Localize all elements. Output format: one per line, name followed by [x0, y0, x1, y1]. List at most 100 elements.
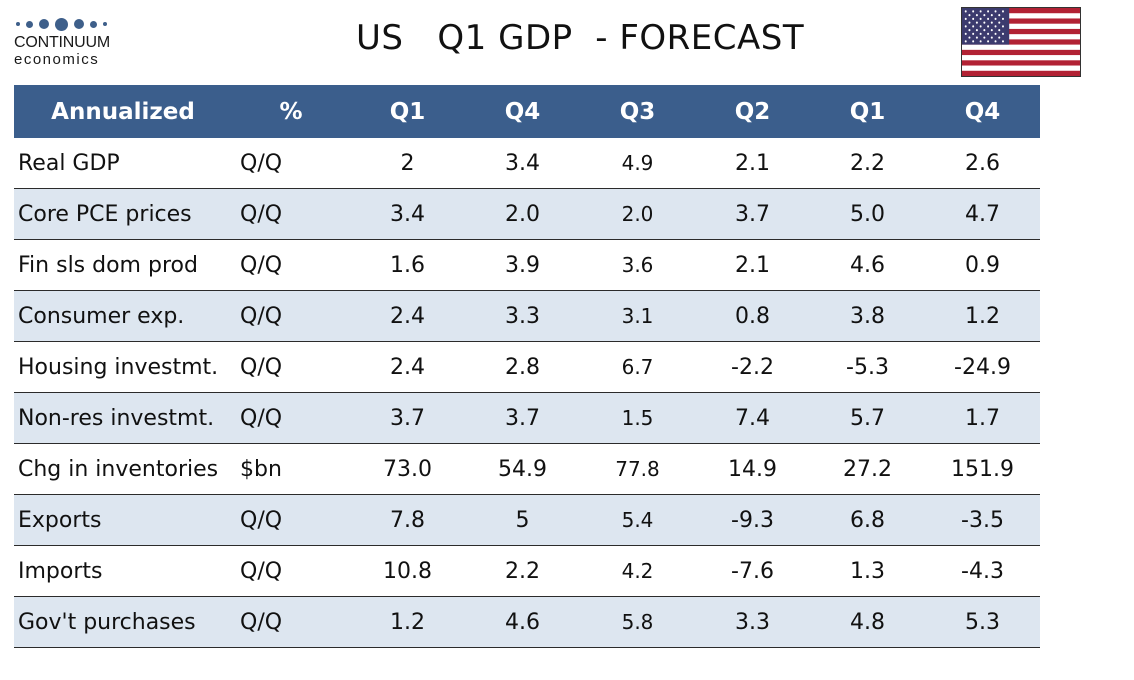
row-label: Consumer exp. [14, 290, 232, 342]
column-header: Q1 [810, 85, 925, 138]
value-cell: 1.3 [810, 545, 925, 597]
value-cell: 0.9 [925, 239, 1040, 291]
value-cell: 5.0 [810, 188, 925, 240]
value-cell: 1.6 [350, 239, 465, 291]
column-header: Q2 [695, 85, 810, 138]
value-cell: 2.2 [465, 545, 580, 597]
value-cell: 2.4 [350, 341, 465, 393]
value-cell: 2.1 [695, 239, 810, 291]
table-row: Gov't purchases Q/Q 1.2 4.6 5.8 3.3 4.8 5.3 [14, 596, 1040, 648]
continuum-economics-logo: CONTINUUM economics [14, 16, 144, 76]
value-cell: 6.8 [810, 494, 925, 546]
value-cell: 1.2 [925, 290, 1040, 342]
row-label: Exports [14, 494, 232, 546]
value-cell: 3.7 [695, 188, 810, 240]
value-cell: 3.3 [695, 596, 810, 648]
row-label: Real GDP [14, 138, 232, 189]
value-cell: -9.3 [695, 494, 810, 546]
table-header-row: Annualized % Q1 Q4 Q3 Q2 Q1 Q4 [14, 85, 1040, 138]
table-row: Consumer exp. Q/Q 2.4 3.3 3.1 0.8 3.8 1.2 [14, 290, 1040, 342]
value-cell: 4.9 [580, 138, 695, 189]
value-cell: -4.3 [925, 545, 1040, 597]
column-header: Q1 [350, 85, 465, 138]
row-unit: $bn [232, 443, 350, 495]
value-cell: 1.2 [350, 596, 465, 648]
row-label: Fin sls dom prod [14, 239, 232, 291]
column-header: % [232, 85, 350, 138]
value-cell: 1.5 [580, 392, 695, 444]
row-unit: Q/Q [232, 545, 350, 597]
value-cell: 1.7 [925, 392, 1040, 444]
column-header: Q4 [925, 85, 1040, 138]
value-cell: 3.1 [580, 290, 695, 342]
column-header: Q3 [580, 85, 695, 138]
value-cell: 4.7 [925, 188, 1040, 240]
row-unit: Q/Q [232, 392, 350, 444]
value-cell: 54.9 [465, 443, 580, 495]
value-cell: 7.4 [695, 392, 810, 444]
value-cell: 3.9 [465, 239, 580, 291]
value-cell: 5.3 [925, 596, 1040, 648]
row-label: Non-res investmt. [14, 392, 232, 444]
row-unit: Q/Q [232, 341, 350, 393]
value-cell: 2.6 [925, 138, 1040, 189]
table-row: Housing investmt. Q/Q 2.4 2.8 6.7 -2.2 -5.3 -24… [14, 341, 1040, 393]
value-cell: 3.4 [465, 138, 580, 189]
logo-subtitle: economics [14, 51, 100, 68]
value-cell: 0.8 [695, 290, 810, 342]
column-header: Q4 [465, 85, 580, 138]
value-cell: 151.9 [925, 443, 1040, 495]
value-cell: -2.2 [695, 341, 810, 393]
value-cell: 5.4 [580, 494, 695, 546]
value-cell: 4.6 [465, 596, 580, 648]
value-cell: 3.3 [465, 290, 580, 342]
value-cell: -5.3 [810, 341, 925, 393]
table-row: Imports Q/Q 10.8 2.2 4.2 -7.6 1.3 -4.3 [14, 545, 1040, 597]
row-unit: Q/Q [232, 239, 350, 291]
row-label: Housing investmt. [14, 341, 232, 393]
row-unit: Q/Q [232, 188, 350, 240]
row-label: Gov't purchases [14, 596, 232, 648]
value-cell: 7.8 [350, 494, 465, 546]
row-unit: Q/Q [232, 138, 350, 189]
value-cell: 14.9 [695, 443, 810, 495]
value-cell: 27.2 [810, 443, 925, 495]
value-cell: 5.8 [580, 596, 695, 648]
value-cell: 2.4 [350, 290, 465, 342]
row-label: Chg in inventories [14, 443, 232, 495]
value-cell: 3.7 [350, 392, 465, 444]
value-cell: 3.8 [810, 290, 925, 342]
value-cell: -3.5 [925, 494, 1040, 546]
table-row: Exports Q/Q 7.8 5 5.4 -9.3 6.8 -3.5 [14, 494, 1040, 546]
row-unit: Q/Q [232, 290, 350, 342]
value-cell: 2 [350, 138, 465, 189]
value-cell: -24.9 [925, 341, 1040, 393]
value-cell: 5 [465, 494, 580, 546]
table-row: Real GDP Q/Q 2 3.4 4.9 2.1 2.2 2.6 [14, 138, 1040, 189]
table-row: Non-res investmt. Q/Q 3.7 3.7 1.5 7.4 5.7 1.7 [14, 392, 1040, 444]
row-label: Imports [14, 545, 232, 597]
value-cell: 4.2 [580, 545, 695, 597]
value-cell: 5.7 [810, 392, 925, 444]
row-label: Core PCE prices [14, 188, 232, 240]
value-cell: -7.6 [695, 545, 810, 597]
us-flag-icon [961, 7, 1081, 77]
value-cell: 2.0 [580, 188, 695, 240]
value-cell: 2.2 [810, 138, 925, 189]
logo-name: CONTINUUM [14, 34, 110, 51]
value-cell: 4.6 [810, 239, 925, 291]
row-unit: Q/Q [232, 494, 350, 546]
table-row: Core PCE prices Q/Q 3.4 2.0 2.0 3.7 5.0 4.7 [14, 188, 1040, 240]
logo-dots-icon [16, 16, 144, 32]
value-cell: 2.8 [465, 341, 580, 393]
value-cell: 2.0 [465, 188, 580, 240]
column-header: Annualized [14, 85, 232, 138]
value-cell: 73.0 [350, 443, 465, 495]
table-row: Fin sls dom prod Q/Q 1.6 3.9 3.6 2.1 4.6 0.9 [14, 239, 1040, 291]
page-title: US Q1 GDP - FORECAST [356, 18, 805, 58]
value-cell: 2.1 [695, 138, 810, 189]
value-cell: 3.7 [465, 392, 580, 444]
value-cell: 77.8 [580, 443, 695, 495]
value-cell: 6.7 [580, 341, 695, 393]
